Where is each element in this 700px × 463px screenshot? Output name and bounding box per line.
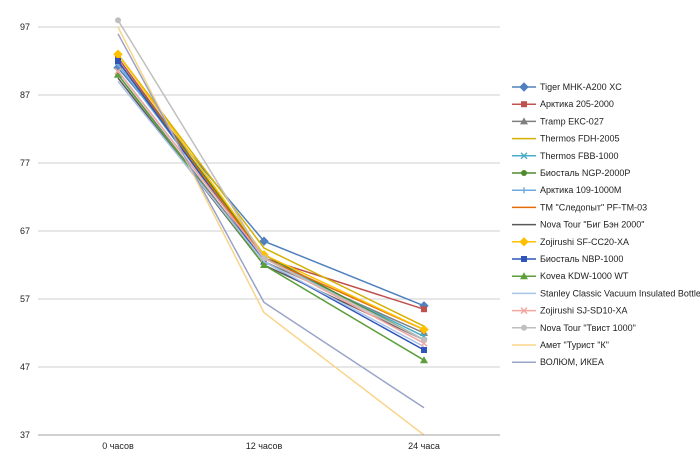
series-3 (117, 53, 425, 327)
legend-entry: Stanley Classic Vacuum Insulated Bottle (512, 288, 700, 298)
legend-entry: ВОЛЮМ, ИКЕА (512, 357, 604, 367)
axes: 37 47 57 67 77 87 97 0 часов 12 часов 24 часа (20, 22, 500, 451)
legend-entry: Арктика 205-2000 (512, 99, 614, 109)
legend-label: Биосталь NBP-1000 (540, 254, 623, 264)
y-tick-label: 97 (20, 22, 30, 32)
legend-marker (521, 101, 527, 108)
series-7 (117, 60, 425, 331)
series-line (117, 60, 425, 341)
legend-label: Stanley Classic Vacuum Insulated Bottle (540, 288, 700, 298)
series-0 (113, 63, 429, 311)
data-point (421, 336, 427, 343)
legend-entry: Биосталь NBP-1000 (512, 254, 623, 264)
series-line (117, 60, 425, 331)
y-tick-label: 77 (20, 158, 30, 168)
legend-marker (519, 82, 529, 92)
legend: Tiger MHK-A200 XC Арктика 205-2000 Tramp Е… (512, 82, 700, 367)
legend-marker (521, 187, 527, 194)
series-14 (115, 17, 427, 343)
series-16 (117, 33, 425, 409)
legend-marker (520, 307, 528, 315)
legend-label: Nova Tour "Твист 1000" (540, 323, 636, 333)
series-line (117, 63, 425, 341)
series-line (117, 80, 425, 348)
y-tick-label: 57 (20, 294, 30, 304)
x-tick-label: 0 часов (102, 441, 134, 451)
data-point (421, 347, 427, 353)
data-point (114, 67, 122, 75)
legend-marker (520, 152, 528, 160)
legend-entry: ТМ "Следопыт" PF-TM-03 (512, 202, 647, 212)
legend-marker (521, 324, 527, 331)
series-11 (114, 70, 428, 364)
series-6 (115, 61, 427, 343)
data-point (419, 324, 429, 335)
legend-entry: Thermos FBB-1000 (512, 151, 619, 161)
legend-label: Zojirushi SF-CC20-XA (540, 237, 629, 247)
x-tick-label: 12 часов (246, 441, 283, 451)
y-tick-label: 47 (20, 362, 30, 372)
legend-label: Биосталь NGP-2000P (540, 168, 630, 178)
y-tick-label: 67 (20, 226, 30, 236)
legend-entry: Tiger MHK-A200 XC (512, 82, 622, 92)
legend-label: Арктика 205-2000 (540, 99, 614, 109)
series-1 (115, 54, 427, 313)
gridlines (38, 26, 500, 436)
series-9 (113, 49, 429, 335)
y-tick-label: 87 (20, 90, 30, 100)
series-line (117, 33, 425, 409)
data-point (259, 236, 269, 246)
legend-marker (521, 170, 527, 176)
legend-entry: Биосталь NGP-2000P (512, 168, 630, 178)
y-tick-label: 37 (20, 430, 30, 440)
legend-label: Thermos FBB-1000 (540, 151, 619, 161)
legend-entry: Zojirushi SJ-SD10-XA (512, 306, 628, 316)
legend-label: Thermos FDH-2005 (540, 134, 620, 144)
series-lines (113, 17, 429, 436)
legend-label: Амет "Турист "К" (540, 340, 609, 350)
legend-marker (520, 272, 528, 280)
data-point (261, 255, 267, 262)
series-line (117, 19, 425, 341)
legend-entry: Zojirushi SF-CC20-XA (512, 237, 629, 247)
series-line (117, 53, 425, 327)
series-line (117, 70, 425, 338)
legend-entry: Арктика 109-1000М (512, 185, 621, 195)
data-point (420, 356, 428, 364)
x-tick-label: 24 часа (408, 441, 440, 451)
legend-entry: Kovea KDW-1000 WT (512, 271, 629, 281)
legend-label: Kovea KDW-1000 WT (540, 271, 629, 281)
legend-entry: Tramp ЕКС-027 (512, 116, 604, 126)
legend-label: Арктика 109-1000М (540, 185, 621, 195)
legend-entry: Амет "Турист "К" (512, 340, 609, 350)
legend-label: Nova Tour "Биг Бэн 2000" (540, 220, 644, 230)
legend-label: ТМ "Следопыт" PF-TM-03 (540, 202, 647, 212)
legend-marker (520, 117, 528, 125)
legend-entry: Nova Tour "Биг Бэн 2000" (512, 220, 644, 230)
legend-label: Zojirushi SJ-SD10-XA (540, 306, 628, 316)
series-12 (117, 80, 425, 348)
series-line (117, 70, 425, 344)
legend-entry: Nova Tour "Твист 1000" (512, 323, 636, 333)
legend-marker (521, 256, 527, 262)
data-point (115, 17, 121, 24)
legend-label: Tramp ЕКС-027 (540, 116, 604, 126)
data-point (114, 70, 122, 78)
series-line (117, 67, 425, 307)
data-point (421, 306, 427, 313)
legend-marker (519, 237, 529, 247)
data-point (115, 58, 121, 64)
series-5 (115, 58, 427, 343)
legend-entry: Thermos FDH-2005 (512, 134, 620, 144)
legend-label: Tiger MHK-A200 XC (540, 82, 622, 92)
legend-label: ВОЛЮМ, ИКЕА (540, 357, 604, 367)
data-point (260, 261, 268, 268)
